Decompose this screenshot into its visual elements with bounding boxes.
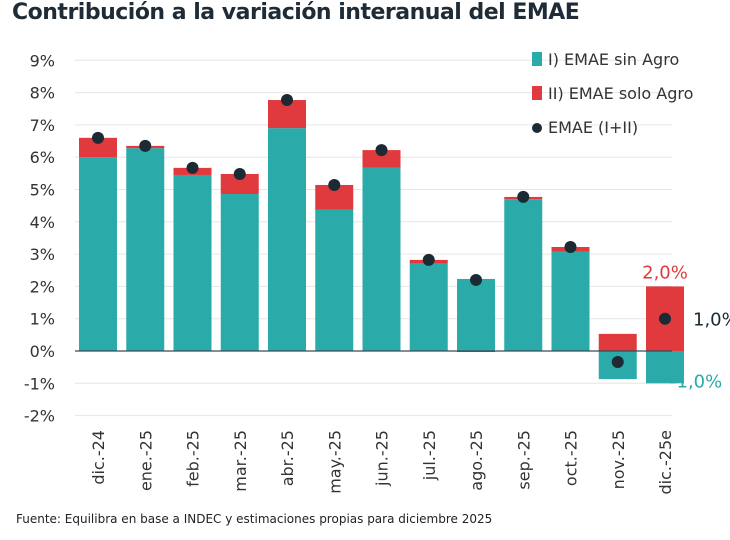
annotation-agro: 2,0% <box>642 262 688 283</box>
point-emae-total <box>139 139 152 152</box>
bar-solo-agro <box>220 173 259 195</box>
bar-sin-agro <box>551 251 590 351</box>
bar-sin-agro <box>504 199 543 351</box>
point-emae-total <box>328 178 341 191</box>
y-tick-label: -2% <box>24 407 55 426</box>
legend-swatch <box>532 123 542 133</box>
point-emae-total <box>470 273 482 286</box>
y-tick-label: 0% <box>30 342 55 361</box>
x-tick-label: sep.-25 <box>514 430 533 490</box>
y-tick-label: 4% <box>30 213 55 232</box>
bar-sin-agro <box>457 278 495 351</box>
y-tick-label: 5% <box>30 181 55 200</box>
bar-sin-agro <box>362 167 401 351</box>
y-tick-label: -1% <box>24 374 55 393</box>
point-emae-total <box>281 94 293 107</box>
y-tick-label: 9% <box>30 51 55 70</box>
bar-sin-agro <box>315 209 354 351</box>
bar-sin-agro <box>126 148 165 351</box>
y-tick-label: 6% <box>30 148 55 167</box>
x-tick-label: ago.-25 <box>467 430 486 491</box>
x-tick-label: abr.-25 <box>278 430 297 486</box>
point-emae-total <box>659 312 671 325</box>
point-emae-total <box>611 355 624 368</box>
x-tick-label: mar.-25 <box>231 430 250 492</box>
legend-label: I) EMAE sin Agro <box>548 50 679 69</box>
point-emae-total <box>422 253 435 266</box>
chart-title: Contribución a la variación interanual d… <box>12 0 580 25</box>
legend-label: EMAE (I+II) <box>548 118 638 137</box>
x-tick-label: may.-25 <box>325 430 344 494</box>
y-tick-label: 2% <box>30 277 55 296</box>
source-note: Fuente: Equilibra en base a INDEC y esti… <box>16 512 493 526</box>
point-emae-total <box>564 240 577 253</box>
annotation-total: 1,0% <box>693 310 730 331</box>
bar-solo-agro <box>79 137 117 158</box>
x-tick-label: ene.-25 <box>136 430 155 491</box>
y-tick-label: 3% <box>30 245 55 264</box>
x-tick-label: oct.-25 <box>562 430 581 486</box>
y-tick-label: 7% <box>30 116 55 135</box>
point-emae-total <box>375 144 388 157</box>
legend-swatch <box>532 86 542 100</box>
bar-sin-agro <box>173 174 212 351</box>
x-tick-label: dic.-24 <box>89 430 108 485</box>
bar-solo-agro <box>362 150 401 168</box>
bar-sin-agro <box>79 157 117 351</box>
legend-swatch <box>532 52 542 66</box>
point-emae-total <box>92 131 104 144</box>
point-emae-total <box>233 167 246 180</box>
point-emae-total <box>517 190 530 203</box>
x-tick-label: feb.-25 <box>184 430 203 487</box>
y-tick-label: 8% <box>30 84 55 103</box>
point-emae-total <box>186 161 199 174</box>
x-tick-label: dic.-25e <box>656 430 675 494</box>
bar-sin-agro <box>268 128 306 351</box>
x-tick-label: jul.-25 <box>420 430 439 481</box>
bar-sin-agro <box>409 263 448 351</box>
x-tick-label: nov.-25 <box>609 430 628 489</box>
bar-sin-agro <box>646 351 684 384</box>
legend-label: II) EMAE solo Agro <box>548 84 693 103</box>
y-tick-label: 1% <box>30 310 55 329</box>
bar-sin-agro <box>220 194 259 351</box>
x-tick-label: jun.-25 <box>373 430 392 487</box>
annotation-sin-agro: -1,0% <box>670 371 722 392</box>
bar-solo-agro <box>598 333 637 351</box>
